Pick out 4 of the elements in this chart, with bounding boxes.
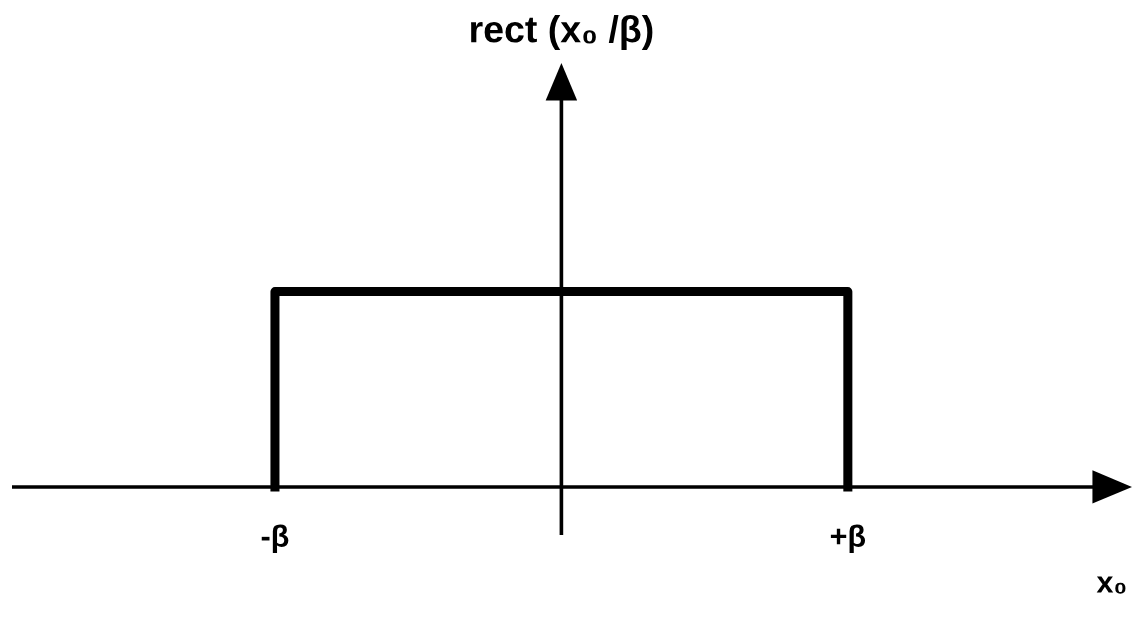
- chart-title: rect (x₀ /β): [471, 14, 653, 50]
- x-tick-label: +β: [830, 524, 866, 553]
- x-tick-label: -β: [261, 524, 289, 553]
- x-axis-title: x₀: [1096, 576, 1126, 594]
